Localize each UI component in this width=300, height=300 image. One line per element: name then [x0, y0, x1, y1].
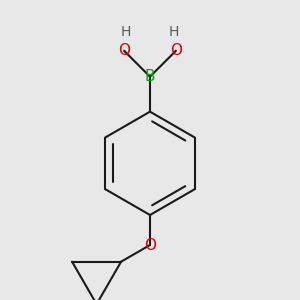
Text: H: H	[169, 26, 179, 39]
Text: H: H	[121, 26, 131, 39]
Text: O: O	[144, 238, 156, 253]
Text: O: O	[170, 43, 182, 58]
Text: O: O	[118, 43, 130, 58]
Text: B: B	[145, 69, 155, 84]
